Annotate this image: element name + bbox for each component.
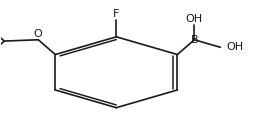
Text: O: O (33, 29, 42, 39)
Text: OH: OH (186, 14, 203, 24)
Text: F: F (113, 9, 120, 19)
Text: OH: OH (226, 42, 243, 52)
Text: B: B (191, 35, 199, 45)
